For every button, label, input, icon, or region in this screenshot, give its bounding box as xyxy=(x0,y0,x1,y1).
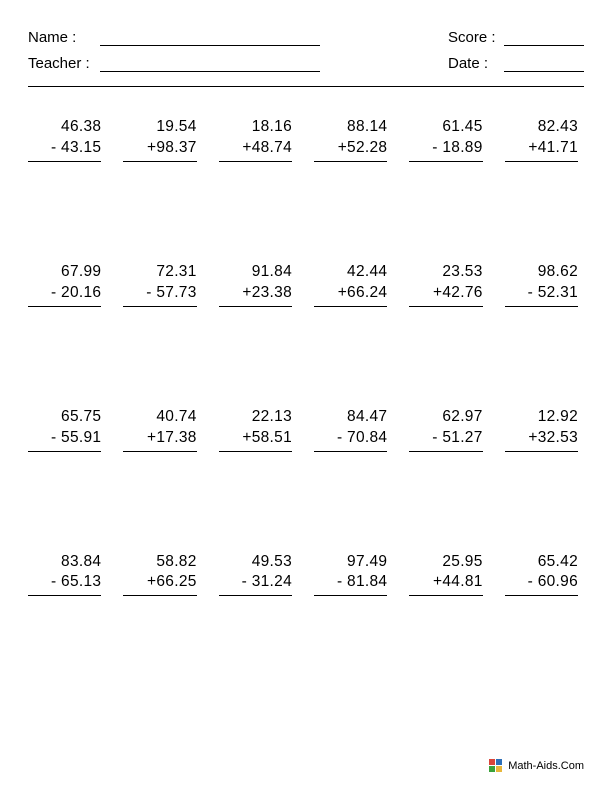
operand-bottom: +42.76 xyxy=(409,283,482,307)
operand-top: 84.47 xyxy=(314,407,387,428)
operand-bottom: +41.71 xyxy=(505,138,578,162)
operand-bottom: +48.74 xyxy=(219,138,292,162)
operand-top: 46.38 xyxy=(28,117,101,138)
math-problem: 23.53+42.76 xyxy=(409,262,488,307)
operand-bottom: +44.81 xyxy=(409,572,482,596)
operand-top: 65.42 xyxy=(505,552,578,573)
logo-icon xyxy=(489,759,502,772)
math-problem: 67.99- 20.16 xyxy=(28,262,107,307)
date-blank[interactable] xyxy=(504,54,584,72)
operand-bottom: - 70.84 xyxy=(314,428,387,452)
operand-bottom: - 55.91 xyxy=(28,428,101,452)
operand-bottom: +17.38 xyxy=(123,428,196,452)
operand-top: 88.14 xyxy=(314,117,387,138)
name-blank[interactable] xyxy=(100,28,320,46)
operand-top: 91.84 xyxy=(219,262,292,283)
math-problem: 82.43+41.71 xyxy=(505,117,584,162)
operand-bottom: - 20.16 xyxy=(28,283,101,307)
operand-top: 23.53 xyxy=(409,262,482,283)
operand-bottom: - 81.84 xyxy=(314,572,387,596)
operand-top: 19.54 xyxy=(123,117,196,138)
name-label: Name : xyxy=(28,29,100,46)
operand-top: 58.82 xyxy=(123,552,196,573)
operand-top: 97.49 xyxy=(314,552,387,573)
operand-top: 40.74 xyxy=(123,407,196,428)
footer: Math-Aids.Com xyxy=(489,759,584,772)
operand-bottom: +23.38 xyxy=(219,283,292,307)
operand-bottom: - 18.89 xyxy=(409,138,482,162)
operand-bottom: +66.24 xyxy=(314,283,387,307)
teacher-label: Teacher : xyxy=(28,55,100,72)
operand-bottom: +58.51 xyxy=(219,428,292,452)
math-problem: 65.42- 60.96 xyxy=(505,552,584,597)
math-problem: 61.45- 18.89 xyxy=(409,117,488,162)
operand-bottom: +66.25 xyxy=(123,572,196,596)
math-problem: 19.54+98.37 xyxy=(123,117,202,162)
operand-top: 65.75 xyxy=(28,407,101,428)
operand-bottom: +52.28 xyxy=(314,138,387,162)
math-problem: 25.95+44.81 xyxy=(409,552,488,597)
teacher-blank[interactable] xyxy=(100,54,320,72)
operand-bottom: - 60.96 xyxy=(505,572,578,596)
operand-top: 25.95 xyxy=(409,552,482,573)
operand-top: 72.31 xyxy=(123,262,196,283)
problems-grid: 46.38- 43.1519.54+98.3718.16+48.7488.14+… xyxy=(28,117,584,596)
math-problem: 65.75- 55.91 xyxy=(28,407,107,452)
math-problem: 84.47- 70.84 xyxy=(314,407,393,452)
math-problem: 83.84- 65.13 xyxy=(28,552,107,597)
math-problem: 62.97- 51.27 xyxy=(409,407,488,452)
operand-top: 12.92 xyxy=(505,407,578,428)
math-problem: 46.38- 43.15 xyxy=(28,117,107,162)
operand-top: 82.43 xyxy=(505,117,578,138)
operand-bottom: - 31.24 xyxy=(219,572,292,596)
math-problem: 72.31- 57.73 xyxy=(123,262,202,307)
operand-bottom: - 51.27 xyxy=(409,428,482,452)
operand-top: 62.97 xyxy=(409,407,482,428)
operand-bottom: +98.37 xyxy=(123,138,196,162)
math-problem: 18.16+48.74 xyxy=(219,117,298,162)
header-rule xyxy=(28,86,584,87)
operand-top: 49.53 xyxy=(219,552,292,573)
operand-bottom: - 65.13 xyxy=(28,572,101,596)
math-problem: 91.84+23.38 xyxy=(219,262,298,307)
operand-bottom: - 57.73 xyxy=(123,283,196,307)
operand-top: 83.84 xyxy=(28,552,101,573)
math-problem: 98.62- 52.31 xyxy=(505,262,584,307)
operand-top: 61.45 xyxy=(409,117,482,138)
math-problem: 58.82+66.25 xyxy=(123,552,202,597)
operand-bottom: - 43.15 xyxy=(28,138,101,162)
operand-top: 67.99 xyxy=(28,262,101,283)
math-problem: 22.13+58.51 xyxy=(219,407,298,452)
math-problem: 49.53- 31.24 xyxy=(219,552,298,597)
date-label: Date : xyxy=(448,55,504,72)
operand-top: 18.16 xyxy=(219,117,292,138)
worksheet-header: Name : Teacher : Score : Date : xyxy=(28,28,584,72)
score-label: Score : xyxy=(448,29,504,46)
math-problem: 97.49- 81.84 xyxy=(314,552,393,597)
operand-bottom: - 52.31 xyxy=(505,283,578,307)
math-problem: 12.92+32.53 xyxy=(505,407,584,452)
math-problem: 42.44+66.24 xyxy=(314,262,393,307)
operand-top: 42.44 xyxy=(314,262,387,283)
math-problem: 88.14+52.28 xyxy=(314,117,393,162)
math-problem: 40.74+17.38 xyxy=(123,407,202,452)
operand-top: 22.13 xyxy=(219,407,292,428)
score-blank[interactable] xyxy=(504,28,584,46)
operand-bottom: +32.53 xyxy=(505,428,578,452)
footer-text: Math-Aids.Com xyxy=(508,760,584,772)
operand-top: 98.62 xyxy=(505,262,578,283)
